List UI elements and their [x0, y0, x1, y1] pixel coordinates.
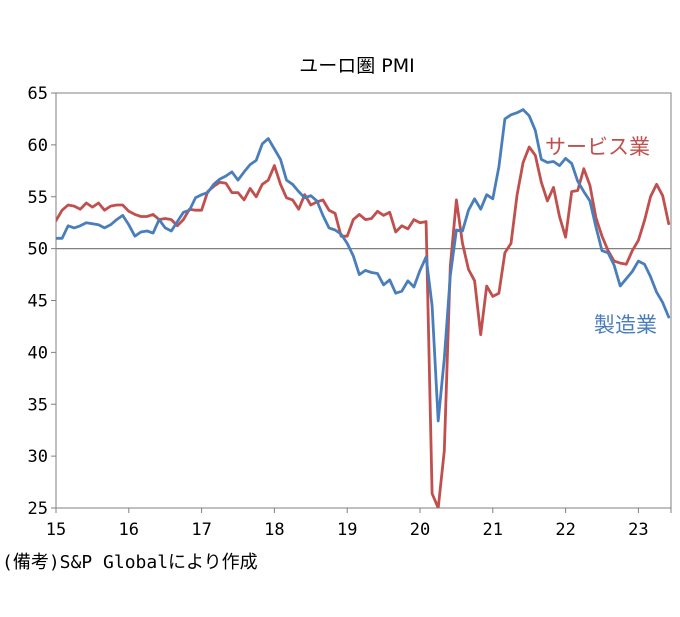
manufacturing-label: 製造業	[594, 313, 657, 337]
y-tick-label: 50	[28, 240, 48, 260]
x-tick-label: 21	[483, 520, 503, 540]
x-tick-label: 15	[46, 520, 66, 540]
y-tick-label: 30	[28, 447, 48, 467]
y-tick-label: 35	[28, 395, 48, 415]
y-tick-label: 60	[28, 136, 48, 156]
x-tick-label: 18	[264, 520, 284, 540]
x-tick-label: 19	[337, 520, 357, 540]
y-tick-label: 65	[28, 84, 48, 104]
y-tick-label: 25	[28, 499, 48, 519]
manufacturing-line	[56, 108, 671, 423]
x-tick-label: 23	[628, 520, 648, 540]
source-note: (備考)S&P Globalにより作成	[2, 552, 258, 573]
y-tick-label: 45	[28, 292, 48, 312]
y-tick-label: 55	[28, 188, 48, 208]
y-tick-label: 40	[28, 343, 48, 363]
x-tick-label: 16	[119, 520, 139, 540]
x-tick-label: 17	[191, 520, 211, 540]
services-label: サービス業	[545, 135, 650, 159]
x-tick-label: 20	[410, 520, 430, 540]
chart-title: ユーロ圏 PMI	[299, 55, 415, 77]
x-tick-label: 22	[555, 520, 575, 540]
